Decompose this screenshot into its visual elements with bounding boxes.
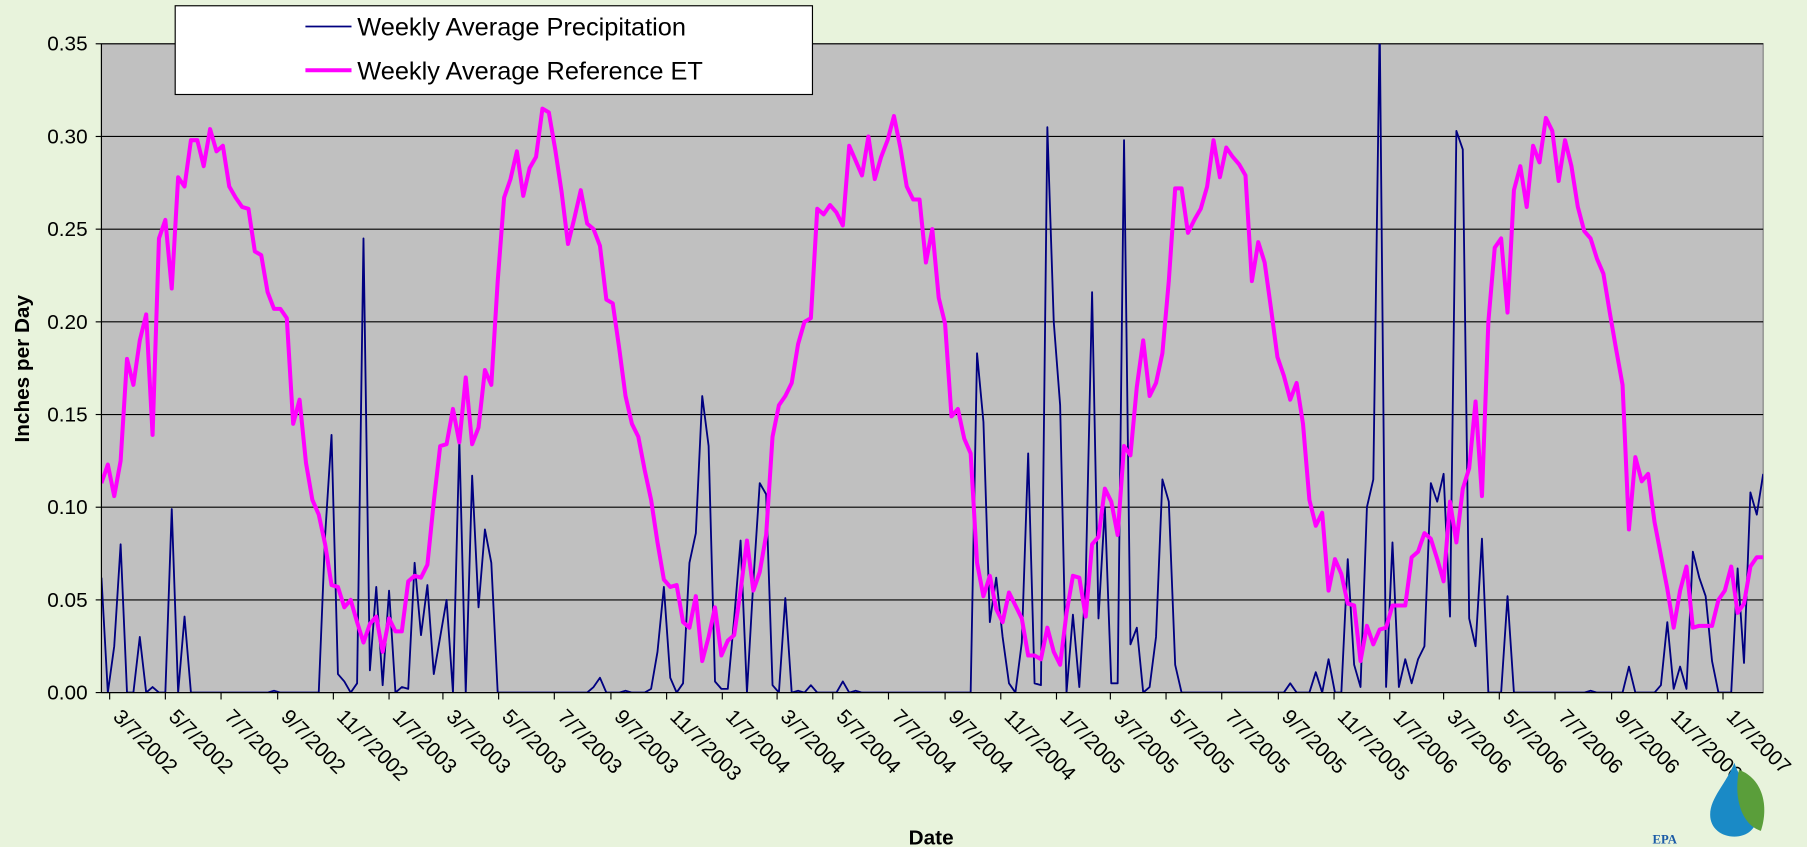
logo: EPA (1653, 762, 1765, 847)
y-tick-label: 0.20 (47, 311, 87, 334)
logo-leaf (1737, 769, 1765, 831)
y-tick-label: 0.30 (47, 125, 87, 148)
x-axis-title: Date (909, 827, 954, 847)
y-tick-label: 0.10 (47, 496, 87, 519)
plot-area (100, 43, 1764, 694)
series-lines (101, 43, 1764, 693)
legend-label: Weekly Average Precipitation (357, 14, 686, 42)
y-tick-label: 0.35 (47, 33, 87, 56)
y-tick-label: 0.25 (47, 218, 87, 241)
legend: Weekly Average Precipitation Weekly Avera… (174, 5, 814, 96)
y-axis-title: Inches per Day (11, 295, 34, 443)
y-tick-label: 0.05 (47, 589, 87, 612)
legend-label: Weekly Average Reference ET (357, 58, 703, 86)
y-tick-label: 0.15 (47, 403, 87, 426)
y-tick-label: 0.00 (47, 681, 87, 704)
logo-text: EPA (1653, 833, 1678, 847)
series-line (101, 106, 1764, 667)
legend-box (174, 5, 814, 96)
